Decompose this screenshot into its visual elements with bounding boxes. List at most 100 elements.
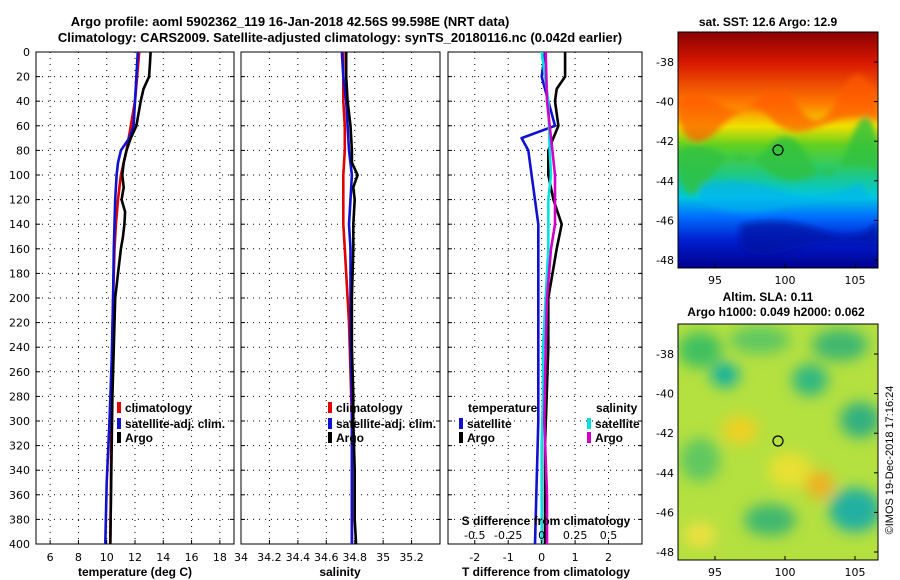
x-tick-label: 34.4: [286, 551, 311, 564]
legend-swatch-t-argo: [459, 432, 463, 443]
depth-tick-label: 160: [9, 243, 30, 256]
depth-tick-label: 200: [9, 292, 30, 305]
lat-tick-label: -40: [656, 96, 674, 109]
lat-tick-label: -40: [656, 388, 674, 401]
s-diff-tick-label: -0.25: [494, 529, 522, 542]
lon-tick-label: 95: [708, 566, 722, 579]
lat-tick-label: -46: [656, 214, 674, 227]
lon-tick-label: 95: [708, 274, 722, 287]
x-tick-label: 0: [538, 551, 545, 564]
x-tick-label: 34: [234, 551, 248, 564]
salinity-ticks: 34 34.2 34.4 34.6 34.8 35 35.2: [234, 51, 440, 564]
sla-map-subtitle: Argo h1000: 0.049 h2000: 0.062: [687, 305, 865, 319]
sst-map-ticks: -38 -40 -42 -44 -46 -48 95 100 105: [656, 56, 878, 287]
x-tick-label: 34.2: [257, 551, 282, 564]
salinity-legend: climatology satellite-adj. clim. Argo: [328, 401, 436, 445]
figure-title-line2: Climatology: CARS2009. Satellite-adjuste…: [58, 30, 622, 45]
legend-label-t-satellite: satellite: [467, 417, 512, 431]
depth-tick-label: 240: [9, 341, 30, 354]
legend-swatch-argo: [117, 432, 121, 443]
x-tick-label: 12: [128, 551, 142, 564]
legend-swatch-s-argo: [587, 432, 591, 443]
x-tick-label: 14: [156, 551, 170, 564]
x-tick-label: 35: [376, 551, 390, 564]
x-tick-label: 2: [605, 551, 612, 564]
depth-tick-label: 180: [9, 267, 30, 280]
sla-map-ticks: -38 -40 -42 -44 -46 -48 95 100 105: [656, 348, 878, 579]
legend-label-argo: Argo: [125, 431, 153, 445]
series-line-s-satellite: [540, 52, 553, 544]
lat-tick-label: -48: [656, 254, 674, 267]
depth-tick-label: 40: [16, 95, 30, 108]
depth-tick-label: 80: [16, 144, 30, 157]
depth-tick-label: 0: [23, 46, 30, 59]
x-tick-label: 35.2: [399, 551, 424, 564]
sla-map: Altim. SLA: 0.11 Argo h1000: 0.049 h2000…: [656, 290, 879, 579]
legend-title-salinity: salinity: [596, 401, 638, 415]
sla-texture: [678, 326, 878, 547]
depth-tick-label: 100: [9, 169, 30, 182]
depth-tick-label: 400: [9, 538, 30, 551]
depth-tick-label: 380: [9, 513, 30, 526]
sst-map-frame: [677, 31, 879, 269]
legend-label-climatology: climatology: [125, 401, 192, 415]
s-difference-axis-label: S difference from climatology: [462, 514, 631, 528]
temperature-lines: [104, 52, 152, 544]
salinity-lines: [340, 52, 359, 544]
sla-map-title: Altim. SLA: 0.11: [723, 290, 814, 304]
legend-label-t-argo: Argo: [467, 431, 495, 445]
sst-map: sat. SST: 12.6 Argo: 12.9 -38 -40 -42 -44 -4…: [656, 15, 879, 287]
x-tick-label: -1: [503, 551, 514, 564]
depth-tick-label: 360: [9, 489, 30, 502]
x-tick-label: 34.8: [342, 551, 367, 564]
legend-swatch-argo: [328, 432, 332, 443]
legend-swatch-climatology: [117, 402, 121, 413]
x-tick-label: 6: [47, 551, 54, 564]
lat-tick-label: -38: [656, 348, 674, 361]
legend-swatch-s-satellite: [587, 418, 591, 429]
difference-axis-label: T difference from climatology: [462, 565, 630, 579]
lon-tick-label: 105: [845, 566, 866, 579]
imos-watermark: ©IMOS 19-Dec-2018 17:16:24: [884, 386, 896, 535]
sla-map-frame: [677, 323, 879, 561]
salinity-panel-frame: [240, 51, 441, 545]
lat-tick-label: -48: [656, 546, 674, 559]
x-tick-label: 10: [100, 551, 114, 564]
x-tick-label: 1: [572, 551, 579, 564]
sla-argo-position-marker: [772, 435, 784, 447]
series-line-t-argo: [543, 52, 567, 544]
lon-tick-label: 105: [845, 274, 866, 287]
temperature-legend: climatology satellite-adj. clim. Argo: [117, 401, 225, 445]
lat-tick-label: -38: [656, 56, 674, 69]
legend-swatch-satellite-adj: [117, 418, 121, 429]
depth-tick-label: 340: [9, 464, 30, 477]
lat-tick-label: -44: [656, 467, 674, 480]
depth-tick-label: 120: [9, 194, 30, 207]
legend-swatch-climatology: [328, 402, 332, 413]
s-diff-tick-label: 0: [538, 529, 545, 542]
lat-tick-label: -44: [656, 175, 674, 188]
legend-title-temperature: temperature: [468, 401, 538, 415]
legend-label-s-argo: Argo: [595, 431, 623, 445]
depth-tick-label: 140: [9, 218, 30, 231]
depth-tick-label: 20: [16, 71, 30, 84]
legend-label-climatology: climatology: [336, 401, 403, 415]
depth-tick-label: 260: [9, 366, 30, 379]
sst-map-title: sat. SST: 12.6 Argo: 12.9: [699, 15, 838, 29]
depth-axis-labels: 0 20 40 60 80 100 120 140 160 180 200 220 240 260 280 3…: [9, 46, 30, 551]
s-diff-tick-label: 0.5: [600, 529, 618, 542]
temperature-axis-label: temperature (deg C): [78, 565, 192, 579]
series-line-argo: [109, 52, 152, 544]
depth-tick-label: 320: [9, 440, 30, 453]
temperature-grid: [36, 52, 234, 544]
legend-swatch-t-satellite: [459, 418, 463, 429]
x-tick-label: 16: [185, 551, 199, 564]
series-line-argo: [344, 52, 359, 544]
difference-panel: -2 -1 0 1 2 -0.5 -0.25 0 0.25 0.5 T difference fr…: [447, 51, 643, 579]
difference-legend: temperature salinity satellite Argo sate…: [459, 401, 640, 445]
s-diff-tick-label: -0.5: [464, 529, 485, 542]
x-tick-label: 34.6: [314, 551, 339, 564]
legend-label-satellite-adj: satellite-adj. clim.: [125, 417, 225, 431]
legend-label-satellite-adj: satellite-adj. clim.: [336, 417, 436, 431]
legend-label-s-satellite: satellite: [595, 417, 640, 431]
